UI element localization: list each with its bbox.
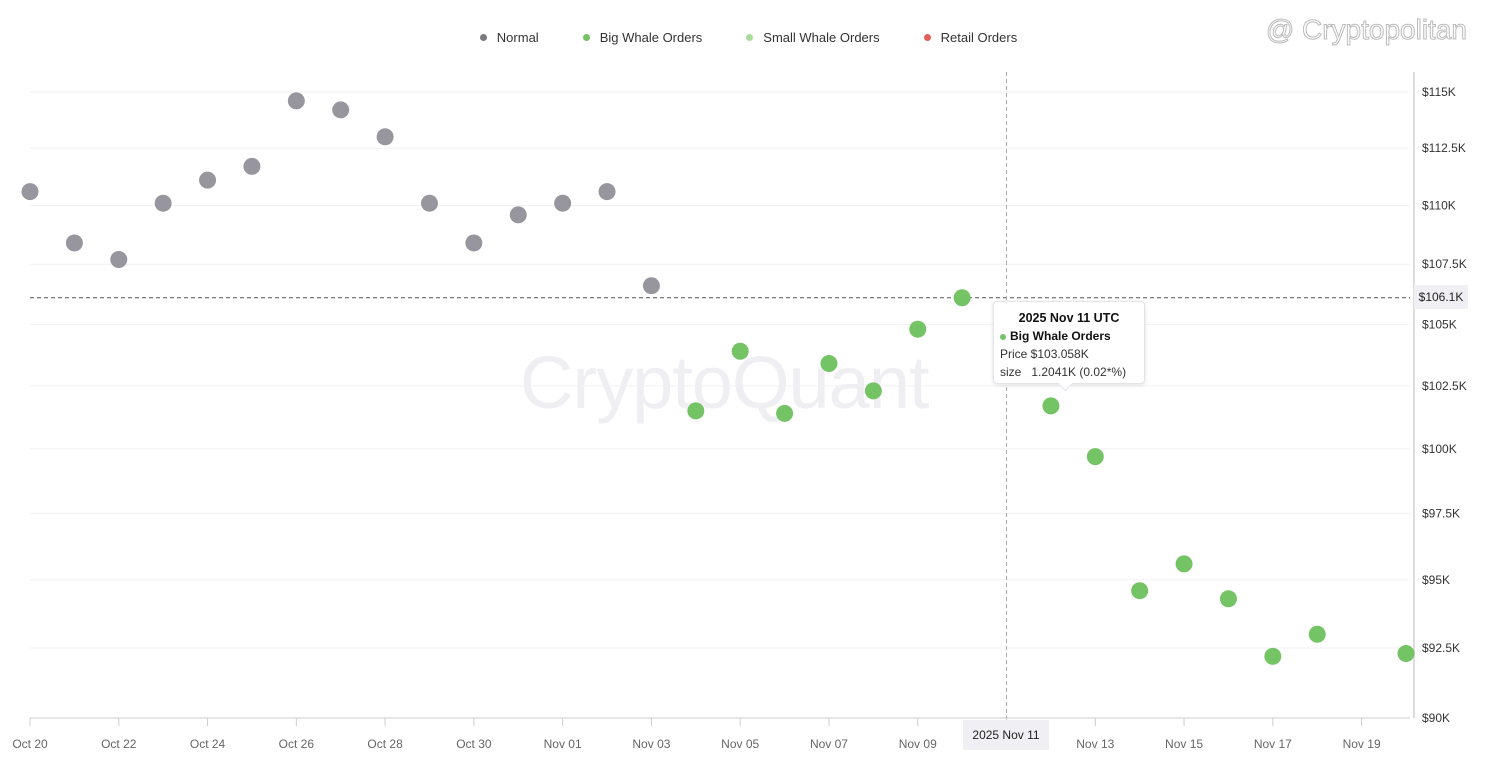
x-tick-label: Nov 19 bbox=[1343, 737, 1381, 751]
data-point bbox=[909, 320, 927, 338]
legend-dot bbox=[923, 34, 931, 41]
data-point bbox=[1175, 555, 1193, 573]
data-point bbox=[1308, 625, 1326, 643]
y-tick-label: $97.5K bbox=[1422, 507, 1460, 521]
x-tick-label: Nov 15 bbox=[1165, 737, 1203, 751]
data-point bbox=[642, 277, 660, 295]
data-point bbox=[820, 355, 838, 373]
y-tick-label: $112.5K bbox=[1422, 141, 1466, 155]
tooltip-size: size 1.2041K (0.02*%) bbox=[1000, 365, 1127, 379]
y-tick-label: $100K bbox=[1422, 442, 1457, 456]
data-point bbox=[776, 404, 794, 422]
data-point bbox=[420, 194, 438, 212]
data-point bbox=[199, 171, 217, 189]
tooltip-title: 2025 Nov 11 UTC bbox=[1018, 311, 1120, 325]
data-point bbox=[465, 234, 483, 252]
y-tick-label: $107.5K bbox=[1422, 257, 1467, 271]
data-point bbox=[1219, 590, 1237, 608]
legend-item-normal[interactable]: Normal bbox=[479, 30, 539, 45]
data-point bbox=[21, 183, 39, 201]
legend-item-big-whale[interactable]: Big Whale Orders bbox=[582, 30, 703, 45]
x-tick-label: Nov 05 bbox=[721, 737, 759, 751]
data-point bbox=[864, 382, 882, 400]
y-tick-label: $102.5K bbox=[1422, 379, 1467, 393]
data-point bbox=[154, 194, 172, 212]
data-point bbox=[332, 101, 350, 119]
tooltip-price: Price $103.058K bbox=[1000, 347, 1089, 361]
data-point bbox=[554, 194, 572, 212]
data-point bbox=[243, 157, 261, 175]
x-tick-label: Oct 20 bbox=[12, 737, 48, 751]
legend-label: Retail Orders bbox=[940, 30, 1018, 45]
x-tick-label: Oct 28 bbox=[367, 737, 403, 751]
x-tick-label: Oct 26 bbox=[279, 737, 315, 751]
y-tick-label: $92.5K bbox=[1422, 641, 1460, 655]
data-point bbox=[1086, 448, 1104, 466]
legend-dot bbox=[479, 34, 487, 41]
legend-item-small-whale[interactable]: Small Whale Orders bbox=[746, 30, 880, 45]
legend-label: Small Whale Orders bbox=[763, 30, 880, 45]
x-tick-label: Nov 03 bbox=[632, 737, 670, 751]
data-point bbox=[1264, 647, 1282, 665]
x-tick-label: Oct 30 bbox=[456, 737, 492, 751]
watermark: CryptoQuant bbox=[520, 341, 930, 424]
y-tick-label: $95K bbox=[1422, 573, 1450, 587]
x-tick-label: Nov 07 bbox=[810, 737, 848, 751]
x-tick-label: Nov 09 bbox=[899, 737, 937, 751]
watermark-cryptopolitan: @ Cryptopolitan bbox=[1265, 14, 1467, 46]
x-tick-label: Nov 01 bbox=[544, 737, 582, 751]
y-tick-label: $105K bbox=[1422, 317, 1457, 331]
legend: Normal Big Whale Orders Small Whale Orde… bbox=[0, 30, 1487, 45]
tooltip-series: Big Whale Orders bbox=[1010, 329, 1111, 343]
legend-dot bbox=[582, 34, 590, 41]
crosshair-y-label: $106.1K bbox=[1414, 285, 1468, 309]
data-point bbox=[65, 234, 83, 252]
data-point bbox=[598, 183, 616, 201]
legend-label: Big Whale Orders bbox=[599, 30, 703, 45]
series-dot-icon bbox=[1000, 333, 1006, 340]
y-tick-label: $115K bbox=[1422, 85, 1456, 99]
data-point bbox=[731, 342, 749, 360]
x-tick-label: Oct 22 bbox=[101, 737, 137, 751]
crosshair-x-label: 2025 Nov 11 bbox=[963, 720, 1049, 750]
data-point bbox=[1042, 397, 1060, 415]
x-tick-label: Nov 13 bbox=[1076, 737, 1114, 751]
data-point bbox=[687, 402, 705, 420]
data-point bbox=[509, 206, 527, 224]
legend-dot bbox=[746, 34, 754, 41]
data-point bbox=[1131, 582, 1149, 600]
data-point bbox=[953, 289, 971, 307]
legend-item-retail[interactable]: Retail Orders bbox=[923, 30, 1018, 45]
tooltip: 2025 Nov 11 UTC Big Whale Orders Price $… bbox=[993, 301, 1145, 384]
data-point bbox=[110, 250, 128, 268]
y-tick-label: $110K bbox=[1422, 199, 1456, 213]
data-point bbox=[287, 92, 305, 110]
y-tick-label: $90K bbox=[1422, 711, 1450, 725]
data-point bbox=[376, 128, 394, 146]
x-tick-label: Oct 24 bbox=[190, 737, 226, 751]
x-tick-label: Nov 17 bbox=[1254, 737, 1292, 751]
legend-label: Normal bbox=[496, 30, 539, 45]
data-point bbox=[1397, 645, 1415, 663]
